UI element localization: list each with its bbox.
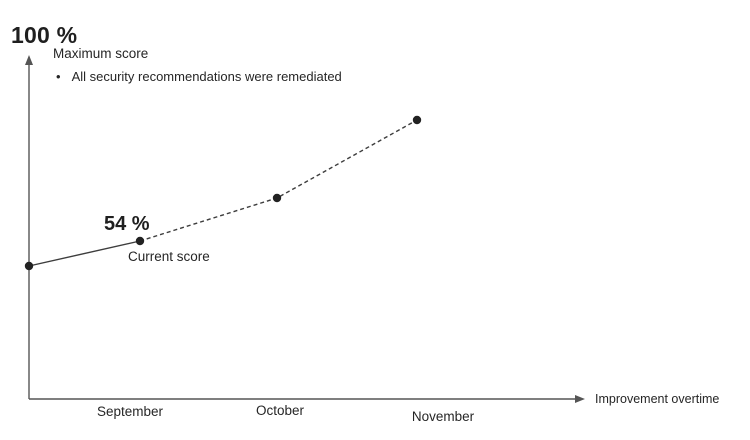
current-score-value: 54 % — [104, 213, 150, 235]
x-tick-september: September — [96, 404, 164, 419]
x-axis-label: Improvement overtime — [595, 392, 720, 406]
data-point — [272, 193, 282, 203]
score-line-solid — [28, 240, 141, 267]
data-point — [24, 261, 34, 271]
max-score-caption: Maximum score — [53, 46, 149, 61]
current-score-caption: Current score — [128, 249, 210, 264]
x-tick-october: October — [255, 403, 305, 418]
x-tick-november: November — [411, 409, 475, 424]
data-point — [135, 236, 145, 246]
data-point — [412, 115, 422, 125]
score-line-dashed — [139, 119, 418, 242]
x-axis-arrowhead-icon — [575, 395, 585, 403]
bullet-icon: • — [56, 69, 61, 84]
max-score-note-text: All security recommendations were remedi… — [71, 69, 342, 84]
max-score-note: • All security recommendations were reme… — [56, 69, 342, 84]
y-axis-arrowhead-icon — [25, 55, 33, 65]
max-score-value: 100 % — [11, 22, 78, 48]
